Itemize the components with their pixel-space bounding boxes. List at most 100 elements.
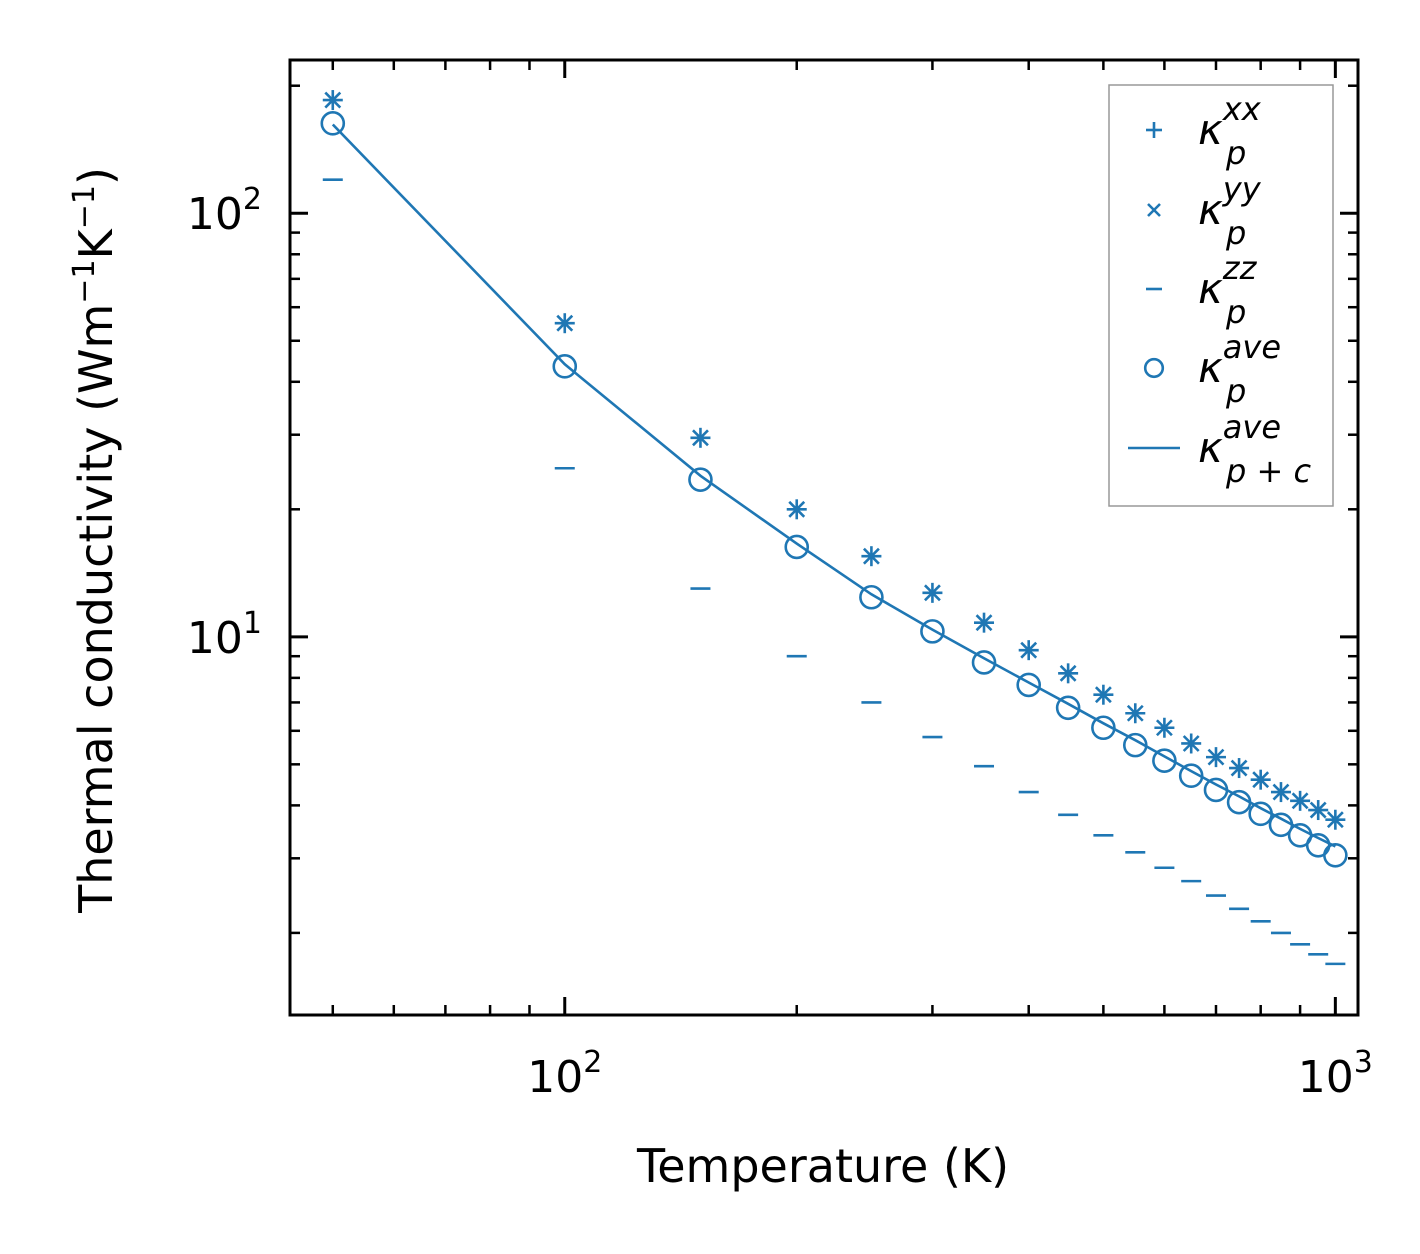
- legend-entry: κyy p: [1147, 170, 1262, 252]
- data-point: [1094, 686, 1112, 704]
- data-point-d2: [1094, 686, 1112, 704]
- legend-symbol: κ: [1198, 423, 1223, 472]
- series-kappa_p_zz: [322, 178, 1346, 966]
- legend-entry: κave p: [1143, 328, 1281, 410]
- legend-entry: κzz p: [1146, 249, 1258, 331]
- y-tick-label-base: 10: [187, 189, 243, 240]
- data-point: [1126, 704, 1144, 722]
- legend-entry: κxx p: [1146, 90, 1262, 172]
- legend-sub: p: [1225, 214, 1246, 252]
- data-point: [324, 91, 342, 109]
- data-point: [1226, 789, 1252, 815]
- y-axis-title-exp1: −1: [67, 259, 102, 303]
- legend-box: [1108, 84, 1334, 507]
- data-point-d2: [1207, 748, 1225, 766]
- legend-sup: zz: [1222, 249, 1258, 287]
- legend-sup: ave: [1223, 328, 1281, 366]
- data-point: [1182, 735, 1200, 752]
- legend-marker: [1143, 357, 1165, 379]
- x-tick-labels: 102 103: [527, 1045, 1373, 1103]
- data-point-d2: [862, 547, 880, 565]
- y-axis-title-main: Thermal conductivity (Wm: [69, 304, 123, 914]
- series-layer: [320, 90, 1348, 966]
- y-tick-label: 101: [187, 606, 262, 664]
- data-point-d2: [692, 429, 709, 447]
- x-axis-title: Temperature (K): [636, 1139, 1009, 1193]
- y-tick-label-exp: 2: [243, 182, 262, 217]
- y-tick-label-base: 10: [187, 613, 243, 664]
- data-point-d2: [975, 614, 993, 632]
- data-point-d2: [1326, 811, 1344, 829]
- x-tick-label-exp: 3: [1354, 1045, 1373, 1080]
- data-point: [556, 314, 574, 332]
- legend-marker-d2: [1147, 203, 1161, 217]
- legend-sup: xx: [1222, 90, 1262, 128]
- legend-marker: [1146, 122, 1162, 138]
- data-point-d2: [324, 91, 342, 109]
- legend-entry: κave p + c: [1128, 408, 1311, 490]
- legend-sub: p: [1225, 293, 1246, 331]
- data-point: [975, 614, 993, 632]
- data-point: [1272, 783, 1290, 801]
- legend-marker: [1147, 203, 1161, 217]
- y-axis-title-exp2: −1: [67, 185, 102, 229]
- data-point-d2: [1291, 792, 1309, 810]
- x-tick-label: 103: [1298, 1045, 1373, 1103]
- legend-symbol: κ: [1198, 264, 1223, 313]
- x-tick-label-exp: 2: [583, 1045, 602, 1080]
- data-point: [552, 354, 578, 379]
- data-point: [1059, 664, 1077, 682]
- plot-frame: [288, 58, 1360, 1017]
- data-point: [1203, 777, 1229, 803]
- legend-label: κxx p: [1198, 90, 1262, 172]
- y-axis-title-mid: K: [69, 227, 123, 259]
- data-point-d2: [1020, 641, 1038, 659]
- legend-label: κave p + c: [1198, 408, 1311, 490]
- x-tick-label-base: 10: [527, 1052, 583, 1103]
- data-point: [688, 467, 713, 492]
- data-point: [862, 547, 880, 565]
- legend-symbol: κ: [1198, 343, 1223, 392]
- data-point-d2: [1230, 759, 1248, 777]
- data-point: [859, 584, 884, 610]
- legend-sub: p: [1225, 134, 1246, 172]
- major-ticks: [290, 60, 1358, 1015]
- legend-sub: p: [1225, 372, 1246, 410]
- data-point-d2: [1126, 704, 1144, 722]
- data-point: [1309, 801, 1327, 819]
- y-axis-title-close: ): [69, 167, 123, 185]
- data-point-d2: [1309, 801, 1327, 819]
- data-point: [788, 500, 806, 518]
- data-point: [1055, 695, 1081, 721]
- data-point: [1291, 792, 1309, 810]
- data-point-d2: [924, 584, 941, 602]
- data-point-d2: [1252, 771, 1270, 789]
- data-point: [1323, 842, 1348, 868]
- data-point-d2: [556, 314, 574, 332]
- y-axis-title: Thermal conductivity (Wm−1K−1): [67, 167, 123, 914]
- data-point: [1155, 719, 1173, 737]
- data-point-d2: [788, 500, 806, 518]
- data-point: [1152, 748, 1177, 773]
- data-point: [692, 429, 709, 447]
- y-tick-label: 102: [187, 182, 262, 240]
- series-kappa_p_ave: [320, 111, 1348, 868]
- series-kappa_p_yy: [324, 91, 1344, 829]
- legend-label: κyy p: [1198, 170, 1262, 252]
- series-line: [331, 123, 1336, 848]
- data-point-d2: [1155, 719, 1173, 737]
- minor-ticks: [290, 60, 1358, 1015]
- data-point-d2: [1059, 664, 1077, 682]
- y-tick-label-exp: 1: [243, 606, 262, 641]
- data-point: [1016, 672, 1042, 698]
- series-kappa_pc_ave: [331, 123, 1336, 848]
- legend-sub: p + c: [1225, 452, 1311, 490]
- legend-label: κave p: [1198, 328, 1281, 410]
- x-tick-label: 102: [527, 1045, 602, 1103]
- legend-label: κzz p: [1198, 249, 1258, 331]
- plot-area: [288, 58, 1360, 1017]
- data-point-d2: [1182, 735, 1200, 752]
